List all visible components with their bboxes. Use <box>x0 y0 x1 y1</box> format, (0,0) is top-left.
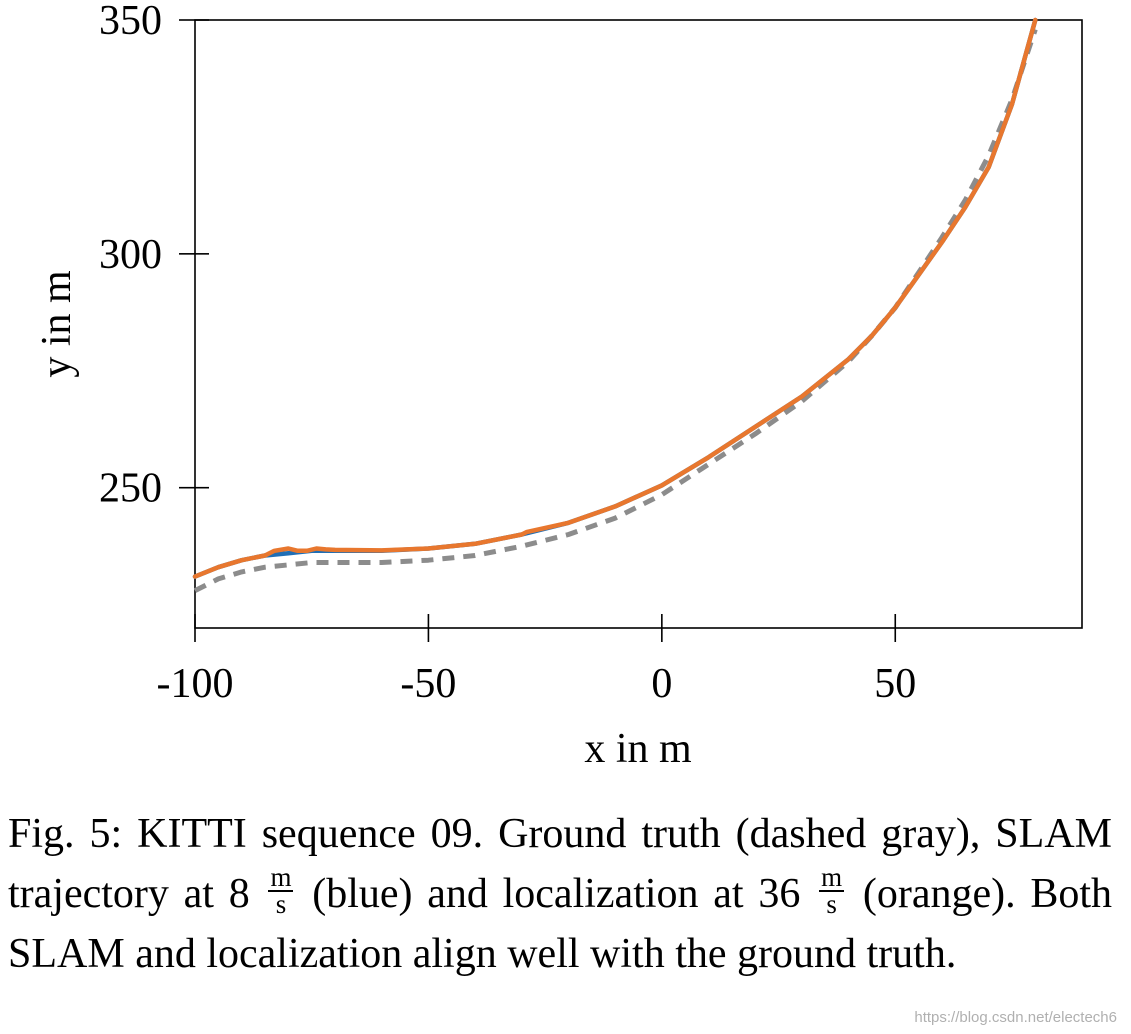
plot-area <box>194 19 1083 629</box>
watermark: https://blog.csdn.net/electech6 <box>914 1009 1117 1026</box>
y-tick-label: 300 <box>99 232 162 278</box>
unit-numerator: m <box>268 862 294 893</box>
y-tick-label: 350 <box>99 0 162 44</box>
x-tick-label: -50 <box>400 661 456 707</box>
x-tick-label: -100 <box>157 661 234 707</box>
unit-denominator: s <box>275 889 287 920</box>
figure-caption: Fig. 5: KITTI sequence 09. Ground truth … <box>8 804 1112 984</box>
unit-numerator: m <box>819 862 845 893</box>
caption-part-1: Fig. 5: KITTI sequence 09. Ground truth … <box>8 811 1112 917</box>
unit-fraction-2: m s <box>819 862 845 920</box>
unit-denominator: s <box>826 889 837 920</box>
y-axis-label: y in m <box>34 270 80 378</box>
caption-part-3: (orange). Both SLAM and localization ali… <box>8 871 1113 977</box>
y-tick-label: 250 <box>99 466 162 512</box>
tick-layer: -100 -50 0 50 250 300 350 <box>99 0 916 707</box>
series-line-localization <box>192 17 1038 579</box>
trajectory-plot: -100 -50 0 50 250 300 350 x in m y in m <box>34 0 1083 772</box>
x-axis-label: x in m <box>584 726 692 772</box>
x-tick-label: 0 <box>651 661 672 707</box>
caption-part-2: (blue) and localization at 36 <box>312 871 801 917</box>
series-layer <box>192 17 1038 593</box>
unit-fraction-1: m s <box>268 862 294 920</box>
x-tick-label: 50 <box>874 661 916 707</box>
